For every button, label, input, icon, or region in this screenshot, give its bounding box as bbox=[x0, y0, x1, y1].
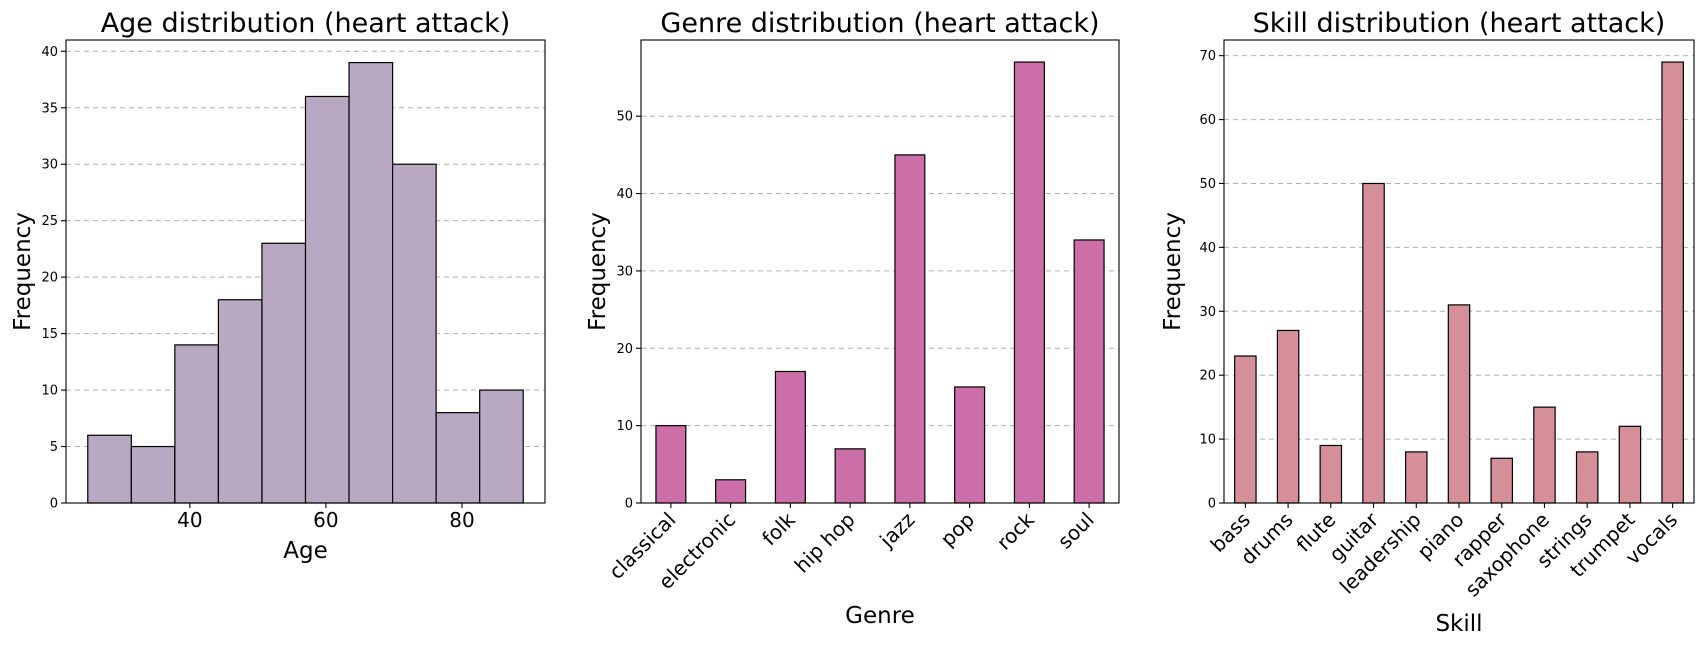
x-axis-label: Age bbox=[283, 538, 327, 564]
x-tick-label: jazz bbox=[874, 508, 919, 553]
y-tick-label: 15 bbox=[41, 327, 58, 342]
bar bbox=[1618, 425, 1642, 504]
histogram-bar bbox=[435, 412, 481, 504]
y-tick-label: 10 bbox=[41, 384, 58, 399]
bar bbox=[1490, 457, 1514, 504]
bar bbox=[1404, 451, 1428, 504]
y-tick-label: 0 bbox=[1208, 497, 1216, 512]
y-axis-label: Frequency bbox=[10, 212, 36, 331]
bar bbox=[715, 479, 747, 504]
bar bbox=[1319, 444, 1343, 504]
bar bbox=[1661, 61, 1684, 504]
y-tick-label: 35 bbox=[41, 101, 58, 116]
plot-frame bbox=[640, 39, 1120, 504]
y-tick-label: 40 bbox=[1199, 241, 1216, 256]
bar bbox=[834, 448, 866, 504]
y-tick-label: 40 bbox=[41, 45, 58, 60]
histogram-bar bbox=[304, 95, 350, 504]
y-tick-label: 20 bbox=[1199, 369, 1216, 384]
chart-title: Skill distribution (heart attack) bbox=[1253, 8, 1666, 39]
y-tick-label: 10 bbox=[616, 419, 633, 434]
bar bbox=[774, 370, 806, 504]
y-tick-label: 30 bbox=[41, 158, 58, 173]
bar bbox=[1013, 61, 1045, 504]
y-tick-label: 30 bbox=[616, 264, 633, 279]
y-tick-label: 25 bbox=[41, 214, 58, 229]
bar bbox=[1276, 329, 1300, 504]
x-tick-label: rock bbox=[992, 507, 1039, 554]
y-tick-label: 50 bbox=[1199, 177, 1216, 192]
x-tick-label: folk bbox=[757, 507, 800, 550]
bar bbox=[655, 425, 687, 504]
y-tick-label: 40 bbox=[616, 187, 633, 202]
bar bbox=[1533, 406, 1556, 504]
y-tick-label: 50 bbox=[616, 110, 633, 125]
age-histogram-panel: Age distribution (heart attack) 40 60 80 0 5 1… bbox=[10, 8, 546, 564]
histogram-bar bbox=[391, 163, 437, 504]
histogram-bar bbox=[261, 242, 307, 504]
bar bbox=[1447, 304, 1471, 504]
y-tick-label: 20 bbox=[41, 271, 58, 286]
y-axis-label: Frequency bbox=[1160, 212, 1186, 331]
genre-bar-chart-panel: Genre distribution (heart attack)classic… bbox=[585, 8, 1120, 629]
x-axis-label: Genre bbox=[845, 603, 915, 629]
bar bbox=[1234, 355, 1257, 504]
chart-title: Genre distribution (heart attack) bbox=[660, 8, 1099, 39]
y-axis-label: Frequency bbox=[585, 212, 611, 331]
bar bbox=[1362, 182, 1385, 504]
histogram-bar bbox=[174, 344, 220, 504]
plot-frame bbox=[65, 39, 546, 504]
bar bbox=[1073, 239, 1105, 504]
chart-title: Age distribution (heart attack) bbox=[101, 8, 511, 39]
y-tick-label: 5 bbox=[50, 440, 58, 455]
bar bbox=[954, 386, 986, 504]
x-tick-label: 60 bbox=[313, 508, 338, 532]
x-tick-label: pop bbox=[936, 508, 980, 552]
x-tick-label: soul bbox=[1053, 508, 1099, 554]
x-tick-label: hip hop bbox=[790, 508, 860, 578]
x-tick-label: 80 bbox=[449, 508, 474, 532]
y-tick-label: 0 bbox=[50, 497, 58, 512]
bar bbox=[1575, 451, 1599, 504]
histogram-bar bbox=[87, 434, 132, 504]
bar bbox=[894, 154, 926, 504]
histogram-bar bbox=[130, 445, 176, 504]
y-tick-label: 10 bbox=[1199, 433, 1216, 448]
y-tick-label: 30 bbox=[1199, 305, 1216, 320]
x-axis-label: Skill bbox=[1435, 611, 1482, 637]
histogram-bar bbox=[348, 61, 394, 504]
skill-bar-chart-panel: Skill distribution (heart attack)bassdru… bbox=[1160, 8, 1695, 637]
y-tick-label: 20 bbox=[616, 342, 633, 357]
x-tick-label: 40 bbox=[177, 508, 202, 532]
histogram-bar bbox=[479, 389, 524, 504]
y-tick-label: 60 bbox=[1199, 113, 1216, 128]
histogram-bar bbox=[217, 299, 263, 504]
y-tick-label: 70 bbox=[1199, 49, 1216, 64]
plot-frame bbox=[1223, 39, 1695, 504]
y-tick-label: 0 bbox=[625, 497, 633, 512]
